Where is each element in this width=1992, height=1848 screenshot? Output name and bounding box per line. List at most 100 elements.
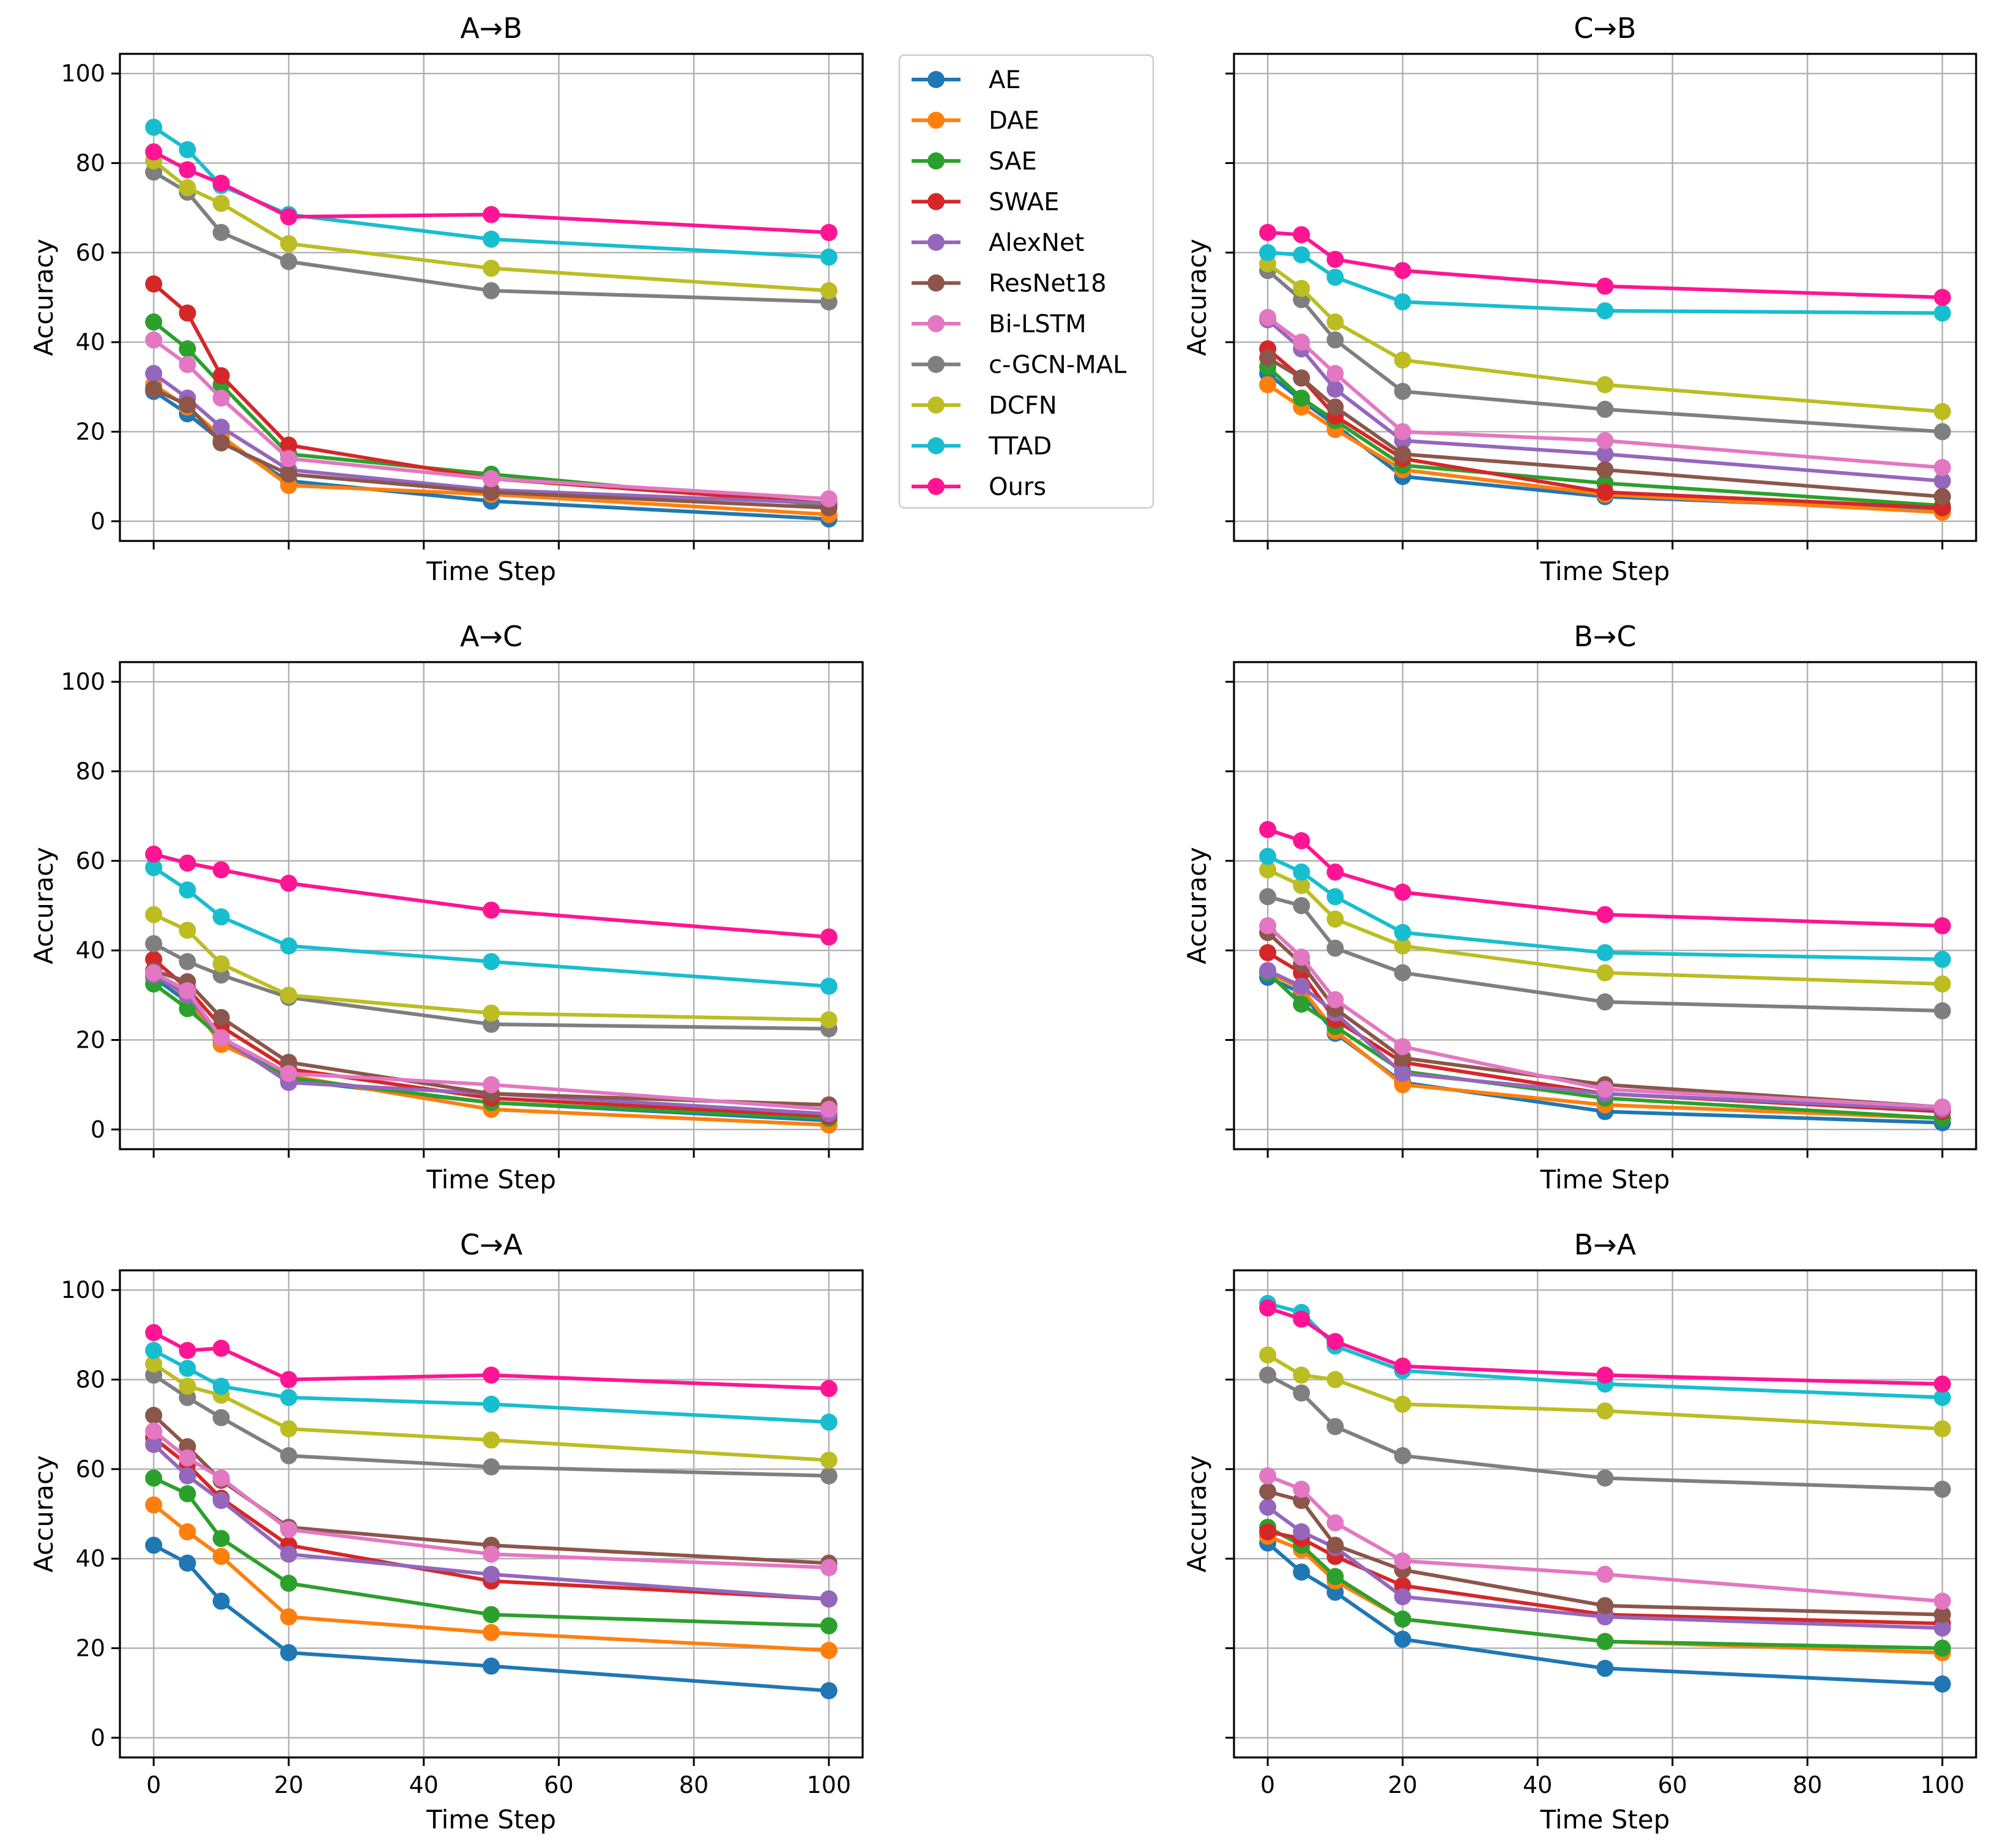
- data-point-ttad: [820, 1414, 838, 1431]
- y-tick-label: 60: [76, 1456, 105, 1483]
- data-point-bi-lstm: [212, 1029, 230, 1046]
- data-point-dcfn: [280, 235, 297, 253]
- data-point-bi-lstm: [1259, 308, 1277, 326]
- data-point-resnet18: [1293, 369, 1310, 387]
- y-tick-label: 100: [61, 668, 105, 695]
- data-point-dcfn: [212, 955, 230, 973]
- data-point-sae: [1394, 1610, 1411, 1628]
- data-point-ours: [179, 1341, 196, 1359]
- y-tick-label: 60: [76, 239, 105, 266]
- data-point-resnet18: [1394, 445, 1411, 463]
- x-tick-label: 80: [679, 1772, 708, 1798]
- data-point-swae: [1596, 483, 1614, 501]
- data-point-ttad: [1933, 950, 1951, 968]
- data-point-bi-lstm: [820, 1100, 838, 1118]
- data-point-dcfn: [280, 986, 297, 1004]
- legend-label-dae: DAE: [989, 107, 1039, 135]
- data-point-bi-lstm: [1596, 1080, 1614, 1098]
- chart-panel-1: C→B Time Step Accuracy: [1182, 12, 1977, 586]
- x-tick-label: 0: [1260, 1772, 1275, 1798]
- data-point-dcfn: [280, 1420, 297, 1437]
- legend-marker-c-gcn-mal: [927, 356, 945, 373]
- data-point-ttad: [1394, 923, 1411, 941]
- x-tick-label: 100: [1920, 1772, 1965, 1798]
- data-point-alexnet: [145, 1436, 163, 1453]
- x-tick-label: 80: [1793, 1772, 1822, 1798]
- data-point-dcfn: [1293, 280, 1310, 297]
- plot-frame: [1233, 661, 1977, 1150]
- data-point-sae: [179, 1000, 196, 1018]
- data-point-ttad: [1259, 848, 1277, 865]
- chart-panel-5: 0 20 40 60 80 100 B→A Time Step Accuracy: [1182, 1228, 1977, 1835]
- data-point-dcfn: [820, 1011, 838, 1029]
- data-point-sae: [145, 313, 163, 331]
- series-line-ours: [153, 852, 830, 939]
- data-point-ours: [212, 1339, 230, 1357]
- x-tick-label: 20: [1388, 1772, 1418, 1798]
- data-point-c-gcn-mal: [1596, 400, 1614, 418]
- x-axis-label: Time Step: [1540, 1805, 1670, 1835]
- data-point-c-gcn-mal: [1326, 331, 1344, 349]
- data-point-ttad: [145, 859, 163, 876]
- data-point-ttad: [280, 1388, 297, 1406]
- data-point-bi-lstm: [1933, 1098, 1951, 1116]
- data-point-dcfn: [145, 1355, 163, 1373]
- data-point-resnet18: [280, 465, 297, 483]
- data-point-alexnet: [820, 1590, 838, 1608]
- data-point-ae: [1394, 1630, 1411, 1648]
- x-axis-label: Time Step: [1540, 556, 1670, 586]
- data-point-c-gcn-mal: [280, 253, 297, 270]
- y-tick-label: 80: [76, 150, 105, 177]
- data-point-c-gcn-mal: [145, 935, 163, 953]
- data-point-alexnet: [483, 1565, 500, 1583]
- data-point-bi-lstm: [1596, 432, 1614, 450]
- y-tick-label: 40: [76, 1545, 105, 1572]
- data-point-dae: [145, 1496, 163, 1514]
- data-point-swae: [179, 304, 196, 322]
- data-point-ours: [1933, 289, 1951, 306]
- data-point-sae: [212, 1530, 230, 1548]
- data-point-alexnet: [145, 365, 163, 382]
- data-point-ttad: [483, 1395, 500, 1413]
- data-point-dcfn: [483, 1431, 500, 1449]
- data-point-sae: [1596, 1633, 1614, 1650]
- data-point-ours: [483, 206, 500, 223]
- data-point-ttad: [1293, 246, 1310, 264]
- data-point-ours: [1259, 1299, 1277, 1317]
- data-point-ttad: [179, 1360, 196, 1377]
- data-point-ours: [280, 208, 297, 226]
- x-tick-label: 100: [807, 1772, 852, 1798]
- data-point-ttad: [1394, 293, 1411, 311]
- data-point-ttad: [1596, 302, 1614, 319]
- chart-panel-3: B→C Time Step Accuracy: [1182, 620, 1977, 1194]
- legend-marker-dcfn: [927, 397, 945, 414]
- plot-frame: [119, 1269, 864, 1759]
- data-point-ours: [820, 1380, 838, 1398]
- data-point-dcfn: [1596, 1402, 1614, 1420]
- y-tick-label: 20: [76, 1634, 105, 1661]
- legend-marker-ttad: [927, 437, 945, 455]
- data-point-swae: [280, 436, 297, 454]
- chart-title: C→B: [1574, 12, 1636, 45]
- data-point-ae: [179, 1554, 196, 1572]
- y-axis-label: Accuracy: [29, 239, 59, 356]
- data-point-ours: [483, 901, 500, 919]
- data-point-bi-lstm: [1293, 1480, 1310, 1498]
- data-point-dcfn: [145, 906, 163, 923]
- data-point-ttad: [1326, 269, 1344, 286]
- data-point-dcfn: [1326, 313, 1344, 331]
- data-point-ttad: [179, 141, 196, 158]
- data-point-ours: [1596, 1366, 1614, 1384]
- y-tick-label: 80: [76, 758, 105, 785]
- y-tick-label: 100: [61, 1276, 105, 1303]
- data-point-dcfn: [1933, 403, 1951, 420]
- data-point-bi-lstm: [1394, 423, 1411, 441]
- x-tick-label: 60: [1658, 1772, 1687, 1798]
- legend-label-alexnet: AlexNet: [989, 229, 1084, 257]
- x-axis-label: Time Step: [1540, 1164, 1670, 1194]
- data-point-alexnet: [1293, 1523, 1310, 1541]
- legend-marker-ours: [927, 478, 945, 495]
- legend-label-ours: Ours: [989, 473, 1046, 501]
- y-tick-label: 40: [76, 937, 105, 964]
- data-point-alexnet: [280, 1545, 297, 1563]
